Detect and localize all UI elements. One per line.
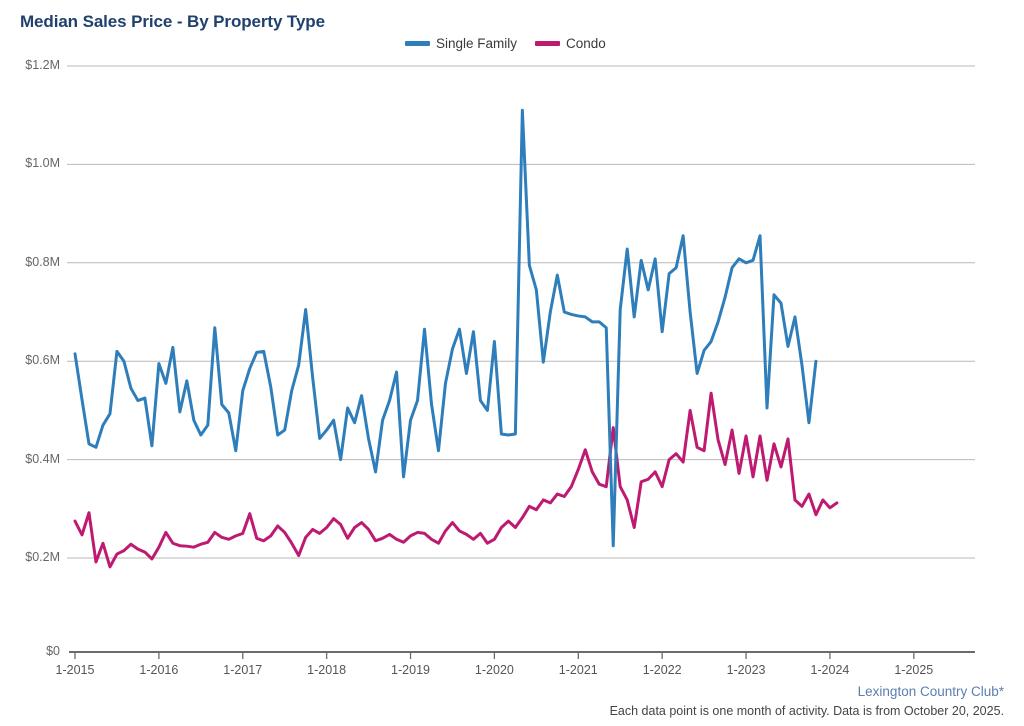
legend-label: Single Family — [436, 36, 518, 51]
x-axis-tick-label: 1-2025 — [894, 663, 934, 677]
legend-swatch-icon — [405, 41, 430, 46]
y-axis-tick-label: $0.6M — [25, 353, 60, 368]
series-line-condo — [73, 391, 839, 569]
y-axis-tick-label: $1.0M — [25, 156, 60, 171]
legend-label: Condo — [566, 36, 606, 51]
x-axis-tick-label: 1-2021 — [558, 663, 598, 677]
x-axis-tick-label: 1-2016 — [139, 663, 179, 677]
footer-club-name: Lexington Country Club* — [857, 684, 1004, 699]
x-axis-tick-label: 1-2015 — [55, 663, 95, 677]
x-axis-tick-label: 1-2022 — [642, 663, 682, 677]
legend-item-condo[interactable]: Condo — [535, 36, 606, 51]
legend-swatch-icon — [535, 41, 561, 46]
x-axis — [69, 651, 975, 659]
y-axis-tick-label: $0.8M — [25, 254, 60, 269]
x-axis-tick-label: 1-2019 — [391, 663, 430, 677]
x-axis-tick-label: 1-2020 — [474, 663, 514, 677]
y-axis-tick-label: $0.2M — [25, 550, 60, 564]
chart-legend: Single Family Condo — [405, 36, 606, 51]
x-axis-tick-label: 1-2018 — [307, 663, 347, 677]
series-line-single-family — [73, 108, 818, 548]
series-lines — [73, 108, 839, 569]
legend-item-single-family[interactable]: Single Family — [405, 36, 517, 51]
footer-note: Each data point is one month of activity… — [609, 704, 1004, 718]
page-title: Median Sales Price - By Property Type — [20, 12, 325, 31]
x-axis-tick-label: 1-2017 — [223, 663, 263, 677]
x-axis-tick-label: 1-2024 — [810, 663, 850, 677]
y-axis-tick-label: $0.4M — [25, 451, 60, 466]
y-axis-tick-label: $0 — [46, 644, 60, 658]
y-axis-tick-label: $1.2M — [25, 58, 60, 72]
x-axis-tick-label: 1-2023 — [726, 663, 766, 677]
